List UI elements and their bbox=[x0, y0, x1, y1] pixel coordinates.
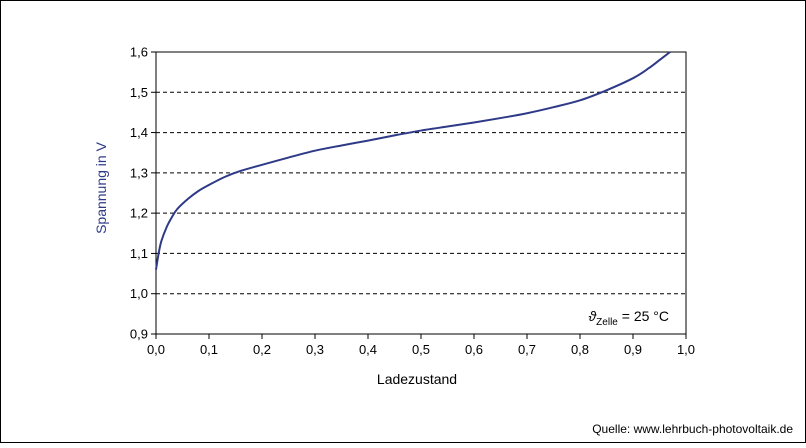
x-tick-label: 0,2 bbox=[253, 342, 271, 357]
y-tick-label: 1,5 bbox=[130, 85, 148, 100]
x-tick-label: 0,3 bbox=[306, 342, 324, 357]
x-tick-label: 0,4 bbox=[359, 342, 377, 357]
annotation-subscript: Zelle bbox=[596, 317, 618, 328]
y-tick-label: 1,0 bbox=[130, 286, 148, 301]
y-tick-label: 1,3 bbox=[130, 165, 148, 180]
annotation-value: = 25 °C bbox=[618, 308, 669, 324]
grid-lines bbox=[156, 91, 686, 295]
x-axis-ticks: 0,0 0,1 0,2 0,3 0,4 0,5 0,6 0,7 0,8 0,9 1,0 bbox=[147, 334, 695, 357]
y-axis-label: Spannung in V bbox=[93, 141, 109, 234]
source-credit: Quelle: www.lehrbuch-photovoltaik.de bbox=[592, 422, 793, 436]
x-tick-label: 0,1 bbox=[200, 342, 218, 357]
y-axis-ticks: 0,9 1,0 1,1 1,2 1,3 1,4 1,5 1,6 bbox=[130, 45, 156, 342]
plot-area bbox=[155, 51, 687, 335]
y-tick-label: 0,9 bbox=[130, 327, 148, 342]
x-tick-label: 0,9 bbox=[624, 342, 642, 357]
x-tick-label: 0,6 bbox=[465, 342, 483, 357]
voltage-curve bbox=[155, 51, 671, 270]
y-tick-label: 1,2 bbox=[130, 206, 148, 221]
x-tick-label: 0,8 bbox=[571, 342, 589, 357]
x-tick-label: 0,7 bbox=[518, 342, 536, 357]
x-tick-label: 0,0 bbox=[147, 342, 165, 357]
y-tick-label: 1,1 bbox=[130, 246, 148, 261]
x-tick-label: 1,0 bbox=[677, 342, 695, 357]
plot-border bbox=[155, 51, 687, 335]
x-tick-label: 0,5 bbox=[412, 342, 430, 357]
y-tick-label: 1,6 bbox=[130, 45, 148, 60]
temperature-annotation: ϑZelle = 25 °C bbox=[588, 308, 669, 328]
x-axis-label: Ladezustand bbox=[377, 371, 457, 387]
theta-symbol: ϑ bbox=[588, 308, 597, 324]
y-tick-label: 1,4 bbox=[130, 125, 148, 140]
